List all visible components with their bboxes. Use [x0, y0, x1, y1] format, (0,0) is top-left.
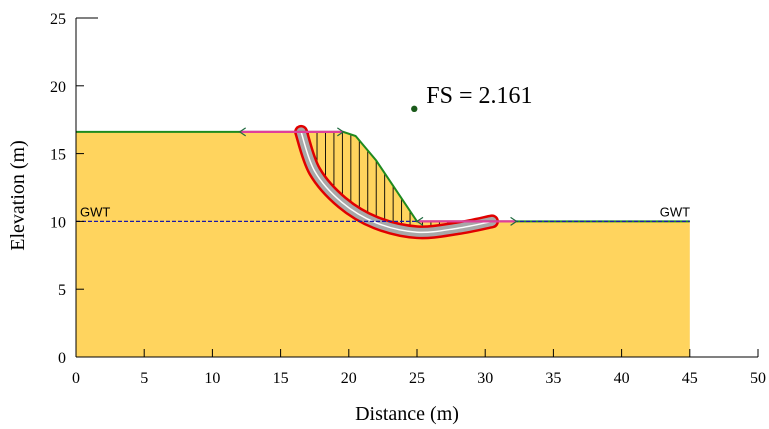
gwt-label-right: GWT: [660, 204, 690, 219]
slip-center-point: [411, 105, 418, 113]
y-tick-label: 15: [50, 147, 66, 164]
x-axis-ticks: 0 5 10 15 20 25 30 35 40 45 50: [72, 349, 766, 387]
y-tick-label: 10: [50, 214, 66, 231]
y-axis-title: Elevation (m): [7, 140, 29, 251]
exit-range-marker: [415, 216, 518, 226]
x-tick-label: 35: [545, 370, 561, 387]
y-tick-label: 5: [58, 282, 66, 299]
range-end-right: [510, 216, 518, 226]
x-tick-label: 20: [341, 370, 357, 387]
entry-range-marker: [238, 127, 345, 137]
x-tick-label: 25: [409, 370, 425, 387]
y-tick-label: 25: [50, 11, 66, 28]
x-tick-label: 10: [204, 370, 220, 387]
x-tick-label: 50: [750, 370, 766, 387]
x-tick-label: 5: [140, 370, 148, 387]
range-end-left: [415, 216, 424, 226]
range-end-left: [238, 127, 247, 137]
slip-surface-line: [300, 131, 493, 234]
y-tick-label: 20: [50, 79, 66, 96]
y-axis-ticks: 0 5 10 15 20 25: [50, 11, 84, 367]
factor-of-safety-label: FS = 2.161: [426, 83, 532, 109]
x-tick-label: 15: [273, 370, 289, 387]
soil-region: [76, 131, 690, 357]
gwt-label-left: GWT: [80, 204, 110, 219]
range-end-right: [337, 127, 345, 137]
x-tick-label: 40: [614, 370, 630, 387]
x-tick-label: 0: [72, 370, 80, 387]
y-tick-label: 0: [58, 350, 66, 367]
x-tick-label: 45: [682, 370, 698, 387]
x-axis-title: Distance (m): [355, 403, 459, 425]
x-tick-label: 30: [477, 370, 493, 387]
